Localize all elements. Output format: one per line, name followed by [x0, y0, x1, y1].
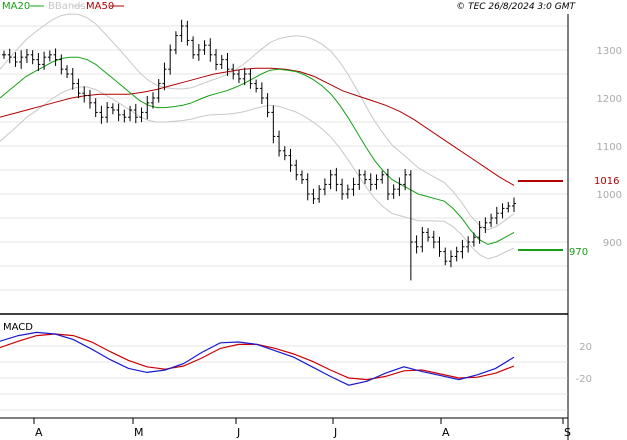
month-label: S: [564, 426, 571, 439]
bband-upper-line: [0, 13, 515, 231]
timestamp: © TEC 26/8/2024 3:0 GMT: [456, 2, 576, 12]
ma50-value-label: 1016: [594, 176, 619, 187]
price-y-axis: 1300 1200 1100 1000 900: [597, 46, 622, 249]
macd-y-axis: 20 -20: [576, 342, 592, 385]
price-tick-label: 900: [603, 238, 622, 249]
macd-tick-label: 20: [579, 342, 592, 353]
macd-tick-label: -20: [576, 374, 592, 385]
month-label: A: [442, 426, 450, 439]
bband-lower-line: [0, 86, 515, 260]
legend-ma20: MA20: [2, 1, 30, 12]
macd-grid: [0, 345, 568, 411]
price-grid: [0, 25, 568, 291]
macd-label: MACD: [3, 322, 33, 333]
macd-line: [0, 331, 515, 386]
month-label: A: [35, 426, 43, 439]
price-tick-label: 1100: [597, 142, 622, 153]
ohlc-bars: [2, 19, 516, 281]
month-label: J: [333, 426, 337, 439]
month-label: M: [134, 426, 144, 439]
legend: MA20 BBands MA50: [2, 1, 124, 12]
ma20-value-label: 970: [569, 247, 588, 258]
price-tick-label: 1200: [597, 94, 622, 105]
legend-bbands: BBands: [48, 1, 86, 12]
month-label: J: [236, 426, 240, 439]
price-tick-label: 1300: [597, 46, 622, 57]
legend-ma50: MA50: [86, 1, 114, 12]
price-tick-label: 1000: [597, 190, 622, 201]
ma20-line: [0, 56, 515, 245]
